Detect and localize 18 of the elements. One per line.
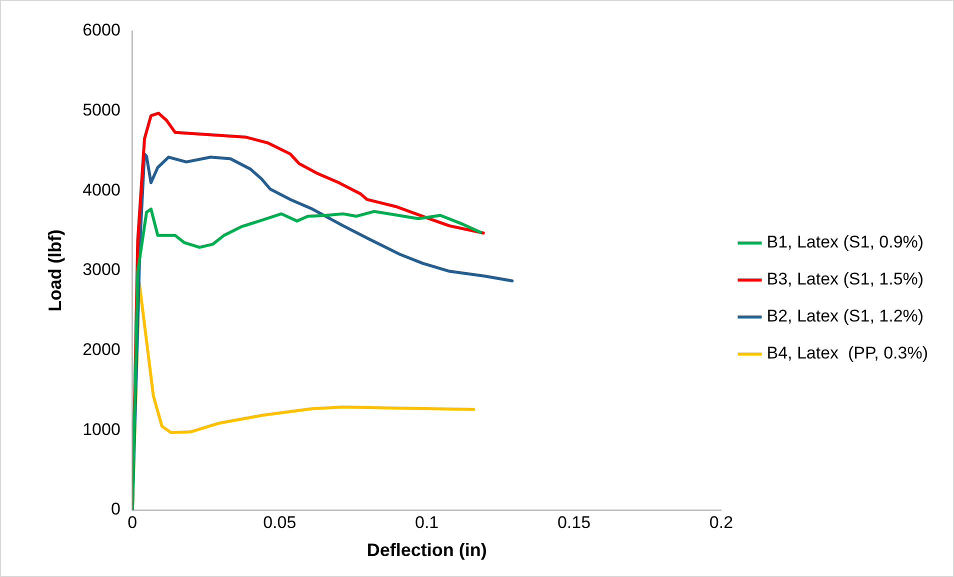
legend-label: B1, Latex (S1, 0.9%) xyxy=(766,232,924,252)
y-tick-label: 2000 xyxy=(82,340,120,360)
x-axis-title: Deflection (in) xyxy=(366,540,487,560)
y-tick-label: 3000 xyxy=(82,260,120,280)
x-tick-label: 0.05 xyxy=(263,512,296,532)
legend-label: B4, Latex (PP, 0.3%) xyxy=(766,344,928,363)
y-tick-label: 5000 xyxy=(82,100,120,120)
y-tick-label: 0 xyxy=(110,500,120,519)
x-tick-label: 0.15 xyxy=(557,512,591,532)
x-tick-label: 0 xyxy=(128,512,138,532)
legend-label: B2, Latex (S1, 1.2%) xyxy=(766,306,924,326)
legend-label: B3, Latex (S1, 1.5%) xyxy=(766,270,924,289)
x-tick-label: 0.1 xyxy=(415,512,439,532)
y-tick-label: 1000 xyxy=(82,420,120,439)
y-tick-label: 6000 xyxy=(82,20,120,40)
y-axis-title: Load (lbf) xyxy=(44,230,65,312)
y-tick-label: 4000 xyxy=(82,180,120,200)
x-tick-label: 0.2 xyxy=(709,512,734,532)
